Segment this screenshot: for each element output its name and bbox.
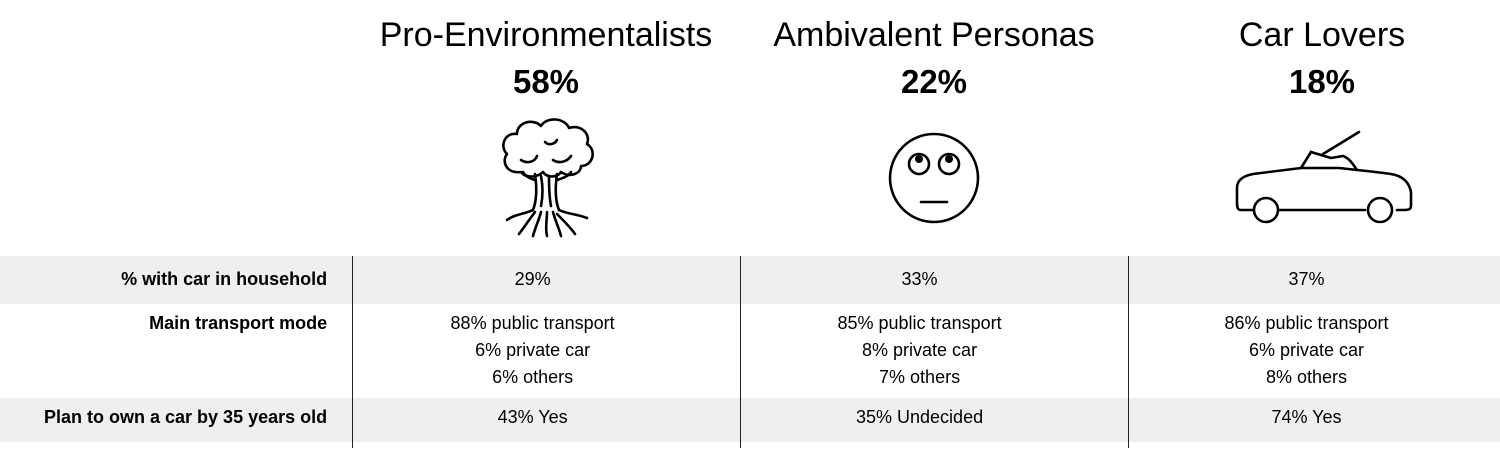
persona-percent: 18% [1288,63,1356,100]
tree-icon [502,118,594,238]
cell-line: 88% public transport [450,313,615,333]
column-header-pro-environmentalists: Pro-Environmentalists 58% [352,10,740,238]
comparison-table: % with car in household 29% 33% 37% Main… [0,256,1500,442]
table-cell: 29% [514,269,551,289]
cell-line: 8% others [1265,367,1348,387]
table-row-main-transport-mode: Main transport mode 88% public transport… [0,304,1500,398]
table-row-plan-to-own-car: Plan to own a car by 35 years old 43% Ye… [0,398,1500,442]
persona-name: Ambivalent Personas [773,16,1095,54]
persona-percent: 22% [900,63,968,100]
table-cell: 86% public transport 6% private car 8% o… [1113,304,1500,398]
row-label: Main transport mode [149,313,328,333]
row-label: Plan to own a car by 35 years old [44,407,328,427]
column-header-car-lovers: Car Lovers 18% [1128,10,1500,238]
column-divider [352,256,353,448]
column-divider [740,256,741,448]
eye-roll-face-icon [888,132,980,224]
row-label: % with car in household [121,269,328,289]
cell-line: 8% private car [862,340,978,360]
table-cell: 88% public transport 6% private car 6% o… [339,304,726,398]
persona-name: Pro-Environmentalists [379,16,713,54]
cell-line: 6% others [492,367,574,387]
table-cell: 33% [901,269,938,289]
cell-line: 7% others [879,367,961,387]
cell-line: 6% private car [475,340,591,360]
cell-line: 85% public transport [837,313,1002,333]
cell-line: 86% public transport [1224,313,1389,333]
table-row-car-in-household: % with car in household 29% 33% 37% [0,256,1500,304]
convertible-car-icon [1235,130,1413,224]
table-cell: 37% [1288,269,1325,289]
table-cell: 74% Yes [1271,407,1342,427]
table-cell: 43% Yes [497,407,568,427]
cell-line: 6% private car [1248,340,1365,360]
persona-percent: 58% [512,63,580,100]
table-cell: 35% Undecided [856,407,984,427]
table-cell: 85% public transport 8% private car 7% o… [726,304,1113,398]
column-divider [1128,256,1129,448]
column-header-ambivalent-personas: Ambivalent Personas 22% [740,10,1128,238]
persona-name: Car Lovers [1238,16,1406,54]
